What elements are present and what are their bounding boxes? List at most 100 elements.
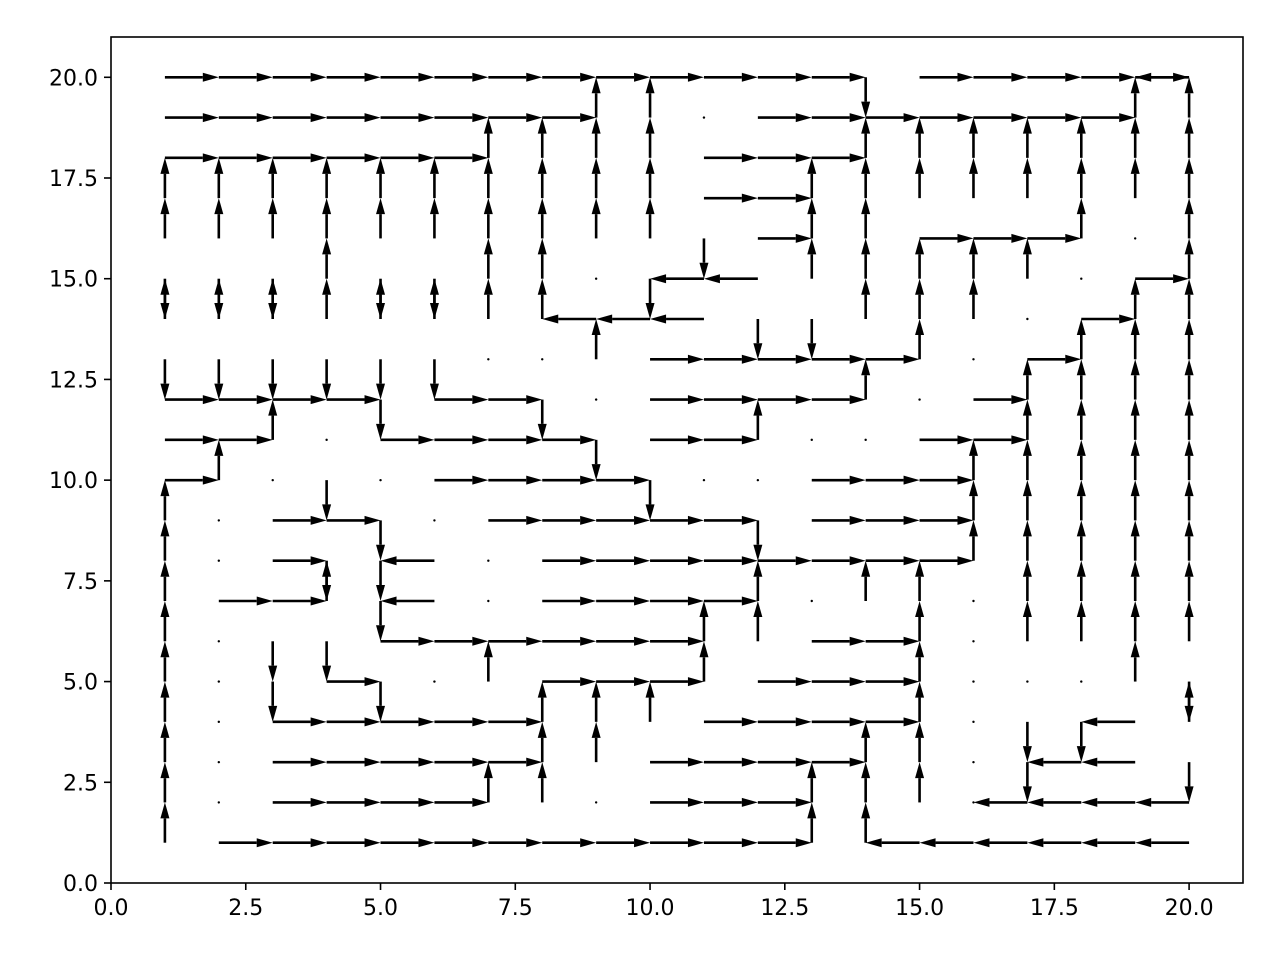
vector-arrow: [434, 838, 489, 848]
vector-arrow: [645, 198, 655, 239]
vector-arrow: [272, 757, 327, 767]
vector-arrow: [434, 395, 489, 405]
vector-arrow: [1184, 359, 1194, 400]
vector-arrow: [1184, 399, 1194, 440]
vector-arrow: [596, 556, 651, 566]
vector-arrow: [1184, 520, 1194, 561]
vector-arrow: [1130, 278, 1140, 319]
vector-arrow: [757, 757, 812, 767]
vector-arrow: [596, 314, 651, 324]
vector-arrow: [703, 596, 758, 606]
x-tick-label: 10.0: [626, 896, 675, 921]
vector-arrow: [1135, 72, 1190, 82]
vector-arrow: [861, 359, 871, 400]
vector-arrow: [811, 515, 866, 525]
vector-arrow: [380, 717, 435, 727]
vector-arrow: [1022, 238, 1032, 279]
vector-arrow: [1184, 681, 1194, 722]
vector-arrow: [380, 596, 435, 606]
vector-arrow: [596, 475, 651, 485]
vector-arrow: [1027, 797, 1082, 807]
vector-arrow: [591, 319, 601, 360]
vector-arrow: [1130, 480, 1140, 521]
vector-arrow: [650, 435, 704, 445]
vector-arrow: [160, 721, 170, 763]
zero-vector: [1080, 277, 1083, 280]
vector-arrow: [1027, 838, 1082, 848]
vector-arrow: [542, 677, 597, 687]
vector-arrow: [807, 238, 817, 279]
vector-arrow: [591, 439, 601, 481]
vector-arrow: [919, 435, 974, 445]
vector-arrow: [861, 198, 871, 239]
vector-arrow: [596, 677, 651, 687]
vector-arrow: [757, 677, 812, 687]
vector-arrow: [380, 757, 435, 767]
vector-arrow: [1184, 77, 1194, 118]
vector-arrow: [1027, 113, 1082, 123]
vector-arrow: [915, 641, 925, 682]
zero-vector: [594, 398, 598, 401]
vector-arrow: [272, 556, 327, 566]
vector-arrow: [591, 198, 601, 239]
x-tick-label: 5.0: [363, 896, 398, 921]
vector-arrow: [1076, 520, 1086, 561]
vector-arrow: [1022, 520, 1032, 561]
vector-arrow: [861, 238, 871, 279]
vector-arrow: [1081, 838, 1136, 848]
vector-arrow: [376, 359, 386, 400]
vector-arrow: [272, 596, 327, 606]
vector-arrow: [326, 797, 381, 807]
vector-arrow: [757, 113, 812, 123]
vector-arrow: [272, 395, 327, 405]
vector-arrow: [1076, 399, 1086, 440]
vector-arrow: [160, 198, 170, 239]
vector-arrow: [757, 797, 812, 807]
vector-arrow: [542, 435, 597, 445]
vector-arrow: [645, 278, 655, 319]
vector-arrow: [434, 636, 489, 646]
vector-arrow: [807, 157, 817, 199]
vector-arrow: [811, 717, 866, 727]
zero-vector: [217, 760, 221, 764]
vector-arrow: [268, 157, 278, 199]
vector-arrow: [160, 681, 170, 722]
vector-arrow: [811, 395, 866, 405]
vector-arrow: [1022, 560, 1032, 601]
vector-arrow: [483, 157, 493, 199]
vector-arrow: [1130, 439, 1140, 481]
vector-arrow: [1135, 797, 1190, 807]
vector-arrow: [376, 278, 386, 319]
vector-arrow: [915, 681, 925, 722]
vector-arrow: [1027, 354, 1082, 364]
vector-arrow: [699, 641, 709, 682]
vector-arrow: [164, 435, 219, 445]
x-tick-label: 17.5: [1030, 896, 1079, 921]
vector-arrow: [1184, 198, 1194, 239]
vector-arrow: [1184, 601, 1194, 642]
vector-arrow: [160, 359, 170, 400]
vector-arrow: [326, 717, 381, 727]
vector-arrow: [968, 278, 978, 319]
vector-arrow: [322, 560, 332, 601]
vector-arrow: [488, 757, 543, 767]
vector-arrow: [434, 435, 489, 445]
vector-arrow: [811, 636, 866, 646]
vector-arrow: [326, 395, 381, 405]
vector-arrow: [272, 153, 327, 163]
zero-vector: [594, 801, 598, 804]
vector-arrow: [650, 314, 704, 324]
vector-arrow: [650, 838, 704, 848]
vector-arrow: [1130, 560, 1140, 601]
vector-arrow: [1184, 117, 1194, 158]
vector-arrow: [645, 117, 655, 158]
vector-arrow: [434, 717, 489, 727]
zero-vector: [487, 358, 490, 361]
vector-arrow: [807, 198, 817, 239]
vector-arrow: [591, 681, 601, 722]
vector-arrow: [1027, 233, 1082, 243]
vector-arrow: [326, 153, 381, 163]
y-tick-label: 5.0: [63, 671, 98, 696]
vector-arrow: [596, 838, 651, 848]
vector-arrow: [861, 278, 871, 319]
